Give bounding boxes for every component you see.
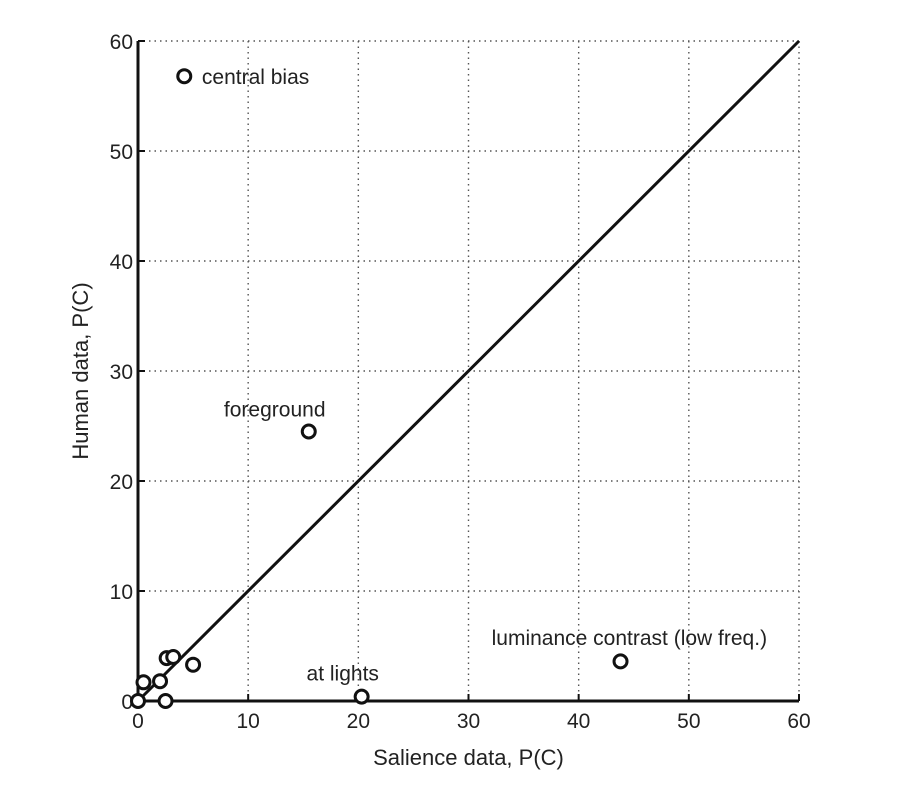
y-tick-label: 0 [121, 691, 133, 714]
point-annotation: foreground [224, 398, 326, 421]
reference-diagonal-line [136, 39, 801, 703]
point-annotation: at lights [307, 662, 379, 685]
data-point [612, 653, 629, 670]
data-point [300, 423, 317, 440]
point-annotation: central bias [202, 66, 309, 89]
y-tick-label: 20 [110, 471, 133, 494]
y-tick-label: 30 [110, 361, 133, 384]
annotations: central bias foreground luminance contrast… [202, 66, 767, 685]
data-point [152, 673, 169, 690]
x-tick-label: 30 [457, 710, 480, 733]
y-axis-label: Human data, P(C) [68, 282, 93, 459]
x-tick-label: 40 [567, 710, 590, 733]
data-point [185, 656, 202, 673]
x-tick-label: 0 [132, 710, 144, 733]
tick-labels: 0 10 20 30 40 50 60 0 10 20 30 40 50 60 [110, 31, 811, 733]
x-axis-label: Salience data, P(C) [373, 745, 564, 770]
data-points [130, 68, 629, 709]
x-tick-label: 60 [787, 710, 810, 733]
y-tick-label: 40 [110, 251, 133, 274]
data-point [176, 68, 193, 85]
data-point [353, 688, 370, 705]
data-point [165, 649, 182, 665]
y-tick-label: 10 [110, 581, 133, 604]
point-annotation: luminance contrast (low freq.) [492, 627, 767, 650]
x-tick-label: 50 [677, 710, 700, 733]
x-tick-label: 10 [236, 710, 259, 733]
data-point [135, 674, 152, 691]
y-tick-label: 60 [110, 31, 133, 54]
x-tick-label: 20 [347, 710, 370, 733]
y-tick-label: 50 [110, 141, 133, 164]
data-point [130, 693, 146, 709]
data-point [157, 693, 174, 709]
